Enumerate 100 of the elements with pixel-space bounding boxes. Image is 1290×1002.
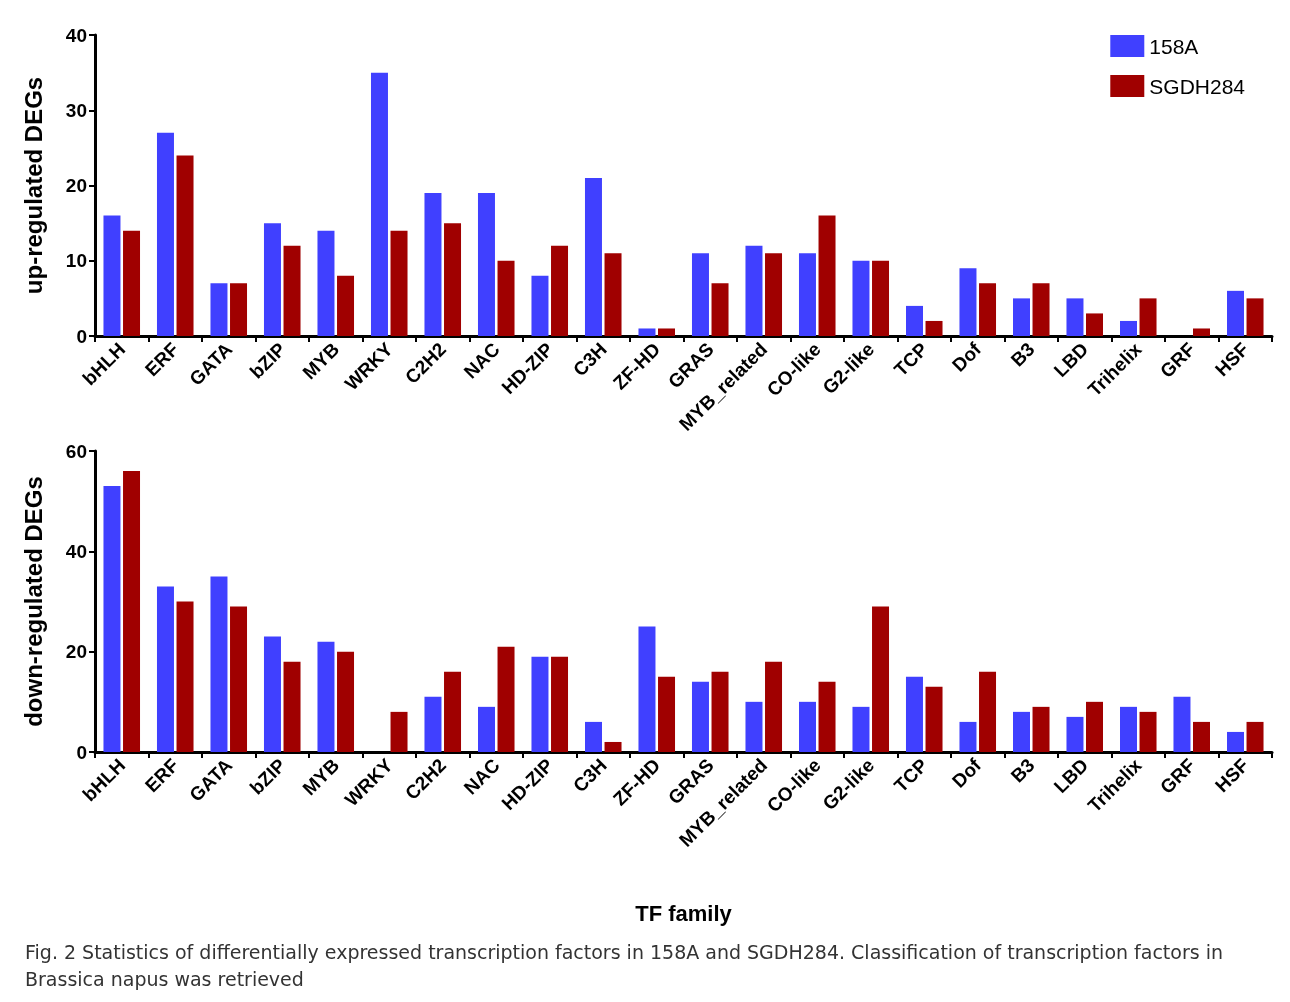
bar	[959, 721, 977, 752]
legend-label: SGDH284	[1149, 74, 1246, 98]
x-tick-label: Dof	[947, 338, 986, 376]
bar	[103, 486, 121, 752]
y-tick-label: 40	[65, 540, 87, 562]
bar	[979, 283, 997, 336]
x-tick-label: B3	[1006, 338, 1039, 371]
bar	[1246, 298, 1264, 336]
bar	[765, 661, 783, 752]
bar	[798, 701, 816, 752]
bar	[370, 72, 388, 336]
caption: Fig. 2 Statistics of differentially expressed transcription factors in 158A and SGDH284. Classification of transcription factors in Brassica napus was retrieved	[25, 940, 1230, 990]
bar	[1226, 731, 1244, 752]
bar	[691, 253, 709, 336]
bar	[317, 641, 335, 752]
x-tick-label: TCP	[889, 754, 932, 797]
y-tick-label: 30	[65, 99, 87, 121]
bar	[852, 706, 870, 752]
bar	[959, 268, 977, 336]
bar	[337, 275, 355, 336]
bar	[925, 320, 943, 336]
bar	[638, 626, 656, 752]
bar	[1193, 721, 1211, 752]
bar	[176, 601, 194, 752]
bar	[551, 656, 569, 752]
bar	[1193, 328, 1211, 336]
x-tick-label: Dof	[947, 754, 986, 792]
bar	[531, 656, 549, 752]
bar	[497, 646, 515, 752]
bar	[444, 671, 462, 752]
bar	[1119, 706, 1137, 752]
bar	[230, 606, 248, 752]
bar	[1139, 298, 1157, 336]
bar	[584, 721, 602, 752]
bar	[123, 471, 141, 752]
bar	[497, 260, 515, 336]
bar	[1012, 711, 1030, 752]
bar	[390, 711, 408, 752]
bar	[584, 177, 602, 336]
bar	[1086, 701, 1104, 752]
y-tick-label: 0	[76, 325, 87, 347]
bar	[1246, 721, 1264, 752]
bar	[531, 275, 549, 336]
bar	[818, 681, 836, 752]
bar	[444, 223, 462, 336]
bar	[123, 230, 141, 336]
bar	[1086, 313, 1104, 336]
bar	[658, 676, 676, 752]
bar	[210, 283, 228, 336]
bar	[852, 260, 870, 336]
bar	[1032, 706, 1050, 752]
bar	[317, 230, 335, 336]
bar	[1066, 716, 1084, 752]
bar	[1173, 696, 1191, 752]
bar	[103, 215, 121, 336]
bar	[711, 283, 729, 336]
bar	[872, 260, 890, 336]
bar	[905, 305, 923, 336]
bar	[658, 328, 676, 336]
bar	[1119, 320, 1137, 336]
y-tick-label: 20	[65, 641, 87, 663]
bar	[1139, 711, 1157, 752]
bar	[551, 245, 569, 336]
bar	[798, 253, 816, 336]
bar	[477, 193, 495, 336]
bar	[604, 253, 622, 336]
bar	[765, 253, 783, 336]
bar	[156, 132, 174, 336]
bar	[745, 701, 763, 752]
bar	[263, 223, 281, 336]
bar	[477, 706, 495, 752]
x-tick-label: B3	[1006, 754, 1039, 787]
y-axis-title: down-regulated DEGs	[19, 476, 47, 727]
bar	[905, 676, 923, 752]
bar	[1032, 283, 1050, 336]
bar	[604, 741, 622, 752]
bar	[691, 681, 709, 752]
bar	[230, 283, 248, 336]
y-axis-title: up-regulated DEGs	[19, 76, 47, 295]
y-tick-label: 20	[65, 175, 87, 196]
bar	[1012, 298, 1030, 336]
y-tick-label: 60	[65, 440, 87, 462]
bar	[210, 576, 228, 752]
bar	[424, 193, 442, 336]
bar	[711, 671, 729, 752]
x-tick-label: TCP	[889, 338, 932, 381]
bar	[925, 686, 943, 752]
bar	[1226, 290, 1244, 336]
bar	[979, 671, 997, 752]
bar	[156, 586, 174, 752]
bar	[1066, 298, 1084, 336]
bar	[872, 606, 890, 752]
y-tick-label: 10	[65, 250, 87, 272]
bar	[337, 651, 355, 752]
y-tick-label: 0	[76, 741, 87, 763]
bar	[176, 155, 194, 336]
bar	[745, 245, 763, 336]
bar	[638, 328, 656, 336]
bar	[818, 215, 836, 336]
bar	[424, 696, 442, 752]
